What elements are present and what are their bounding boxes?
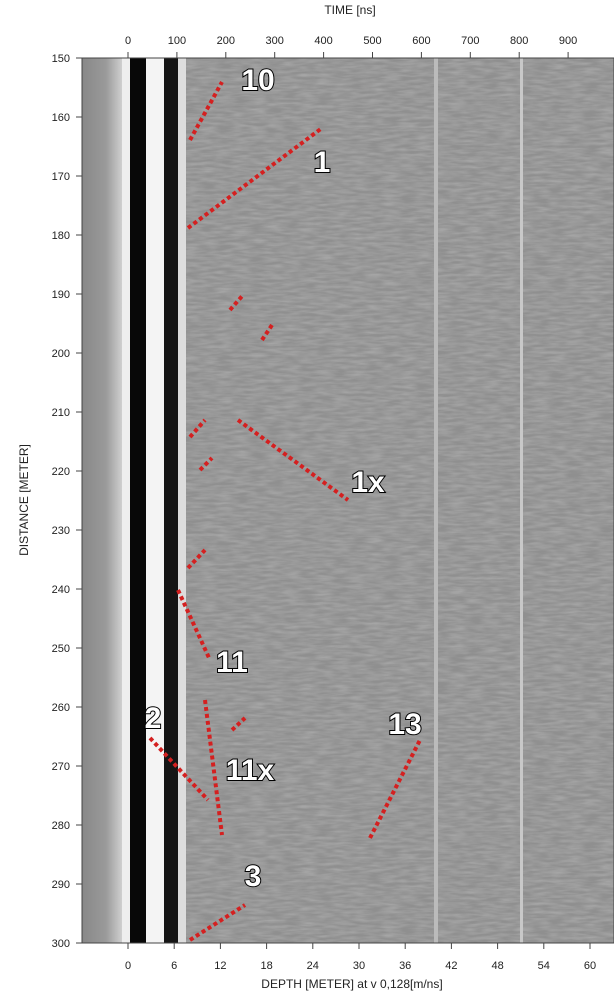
top-axis-title: TIME [ns] bbox=[324, 3, 375, 17]
left-tick-label: 290 bbox=[52, 879, 70, 891]
top-tick-label: 800 bbox=[510, 35, 528, 47]
left-tick-label: 270 bbox=[52, 761, 70, 773]
bottom-tick-label: 30 bbox=[353, 960, 365, 972]
bottom-tick-label: 60 bbox=[584, 960, 596, 972]
left-tick-label: 210 bbox=[52, 407, 70, 419]
annotation-label: 13 bbox=[388, 708, 421, 741]
top-tick-label: 500 bbox=[363, 35, 381, 47]
bottom-tick-label: 54 bbox=[538, 960, 550, 972]
radargram-image bbox=[82, 58, 614, 943]
left-tick-label: 160 bbox=[52, 112, 70, 124]
left-axis-title: DISTANCE [METER] bbox=[17, 444, 31, 556]
annotation-label: 1x bbox=[351, 466, 385, 499]
bottom-tick-label: 0 bbox=[125, 960, 131, 972]
annotation-label: 2 bbox=[145, 702, 162, 735]
bottom-tick-label: 36 bbox=[399, 960, 411, 972]
left-tick-label: 170 bbox=[52, 171, 70, 183]
annotation-label: 11x bbox=[226, 754, 275, 787]
bottom-axis-title: DEPTH [METER] at v 0,128[m/ns] bbox=[261, 977, 442, 991]
bottom-tick-label: 42 bbox=[445, 960, 457, 972]
bottom-tick-label: 18 bbox=[260, 960, 272, 972]
left-tick-label: 180 bbox=[52, 230, 70, 242]
annotation-label: 1 bbox=[314, 146, 331, 179]
left-tick-label: 220 bbox=[52, 466, 70, 478]
bottom-tick-label: 6 bbox=[171, 960, 177, 972]
left-tick-label: 200 bbox=[52, 348, 70, 360]
top-tick-label: 700 bbox=[461, 35, 479, 47]
bottom-tick-label: 24 bbox=[307, 960, 319, 972]
plot-frame bbox=[81, 57, 614, 944]
top-tick-label: 300 bbox=[266, 35, 284, 47]
top-tick-label: 900 bbox=[559, 35, 577, 47]
left-tick-label: 280 bbox=[52, 820, 70, 832]
top-tick-label: 200 bbox=[217, 35, 235, 47]
bottom-tick-label: 48 bbox=[491, 960, 503, 972]
top-tick-label: 600 bbox=[412, 35, 430, 47]
top-tick-label: 100 bbox=[168, 35, 186, 47]
left-tick-label: 300 bbox=[52, 938, 70, 950]
left-tick-label: 150 bbox=[52, 53, 70, 65]
annotation-label: 11 bbox=[216, 646, 248, 679]
top-tick-label: 0 bbox=[125, 35, 131, 47]
left-tick-label: 230 bbox=[52, 525, 70, 537]
left-tick-label: 240 bbox=[52, 584, 70, 596]
left-tick-label: 250 bbox=[52, 643, 70, 655]
annotation-label: 10 bbox=[241, 64, 274, 97]
interpretation-lines bbox=[148, 81, 422, 942]
left-tick-label: 190 bbox=[52, 289, 70, 301]
top-tick-label: 400 bbox=[314, 35, 332, 47]
left-tick-label: 260 bbox=[52, 702, 70, 714]
bottom-tick-label: 12 bbox=[214, 960, 226, 972]
annotation-label: 3 bbox=[245, 860, 262, 893]
